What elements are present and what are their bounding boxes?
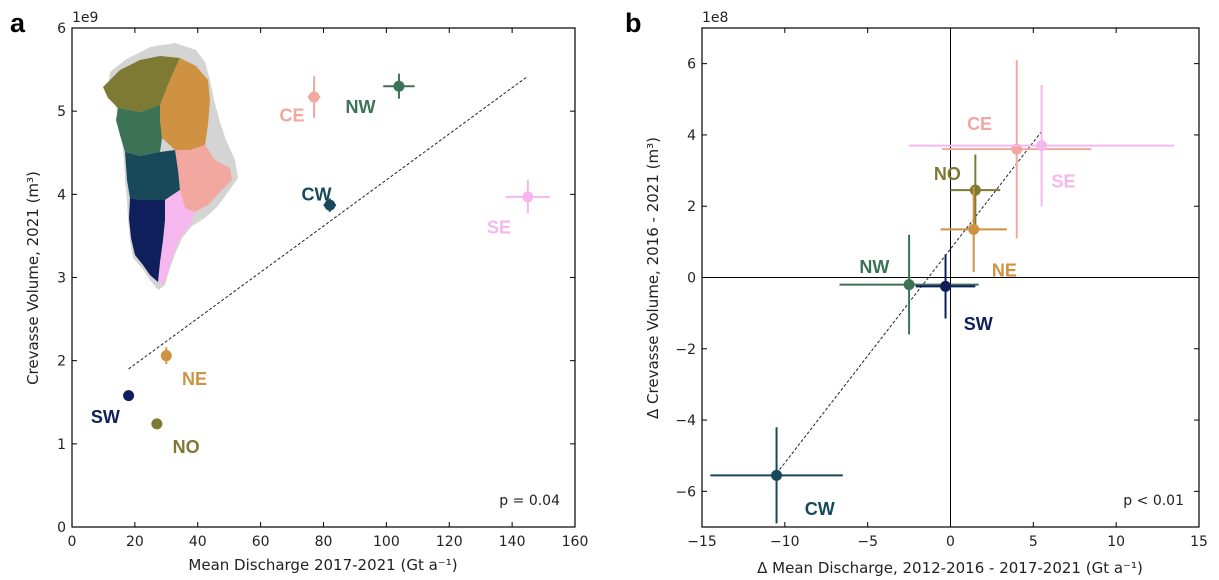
x-tick-label: 60: [252, 534, 270, 550]
x-tick-label: 0: [946, 534, 955, 550]
region-label: NW: [859, 257, 889, 277]
point-marker: [968, 223, 980, 235]
data-point-sw: SW: [915, 254, 993, 334]
x-tick-label: 15: [1190, 534, 1208, 550]
x-tick-label: −10: [770, 534, 800, 550]
x-axis-label: Mean Discharge 2017-2021 (Gt a⁻¹): [188, 556, 457, 574]
y-axis-multiplier: 1e8: [702, 10, 728, 26]
chart-panel-b: −15 −10 −5 0 5 10 15 −6 −4 −2 0 2 4 6 Δ Mean Discharge…: [625, 8, 1208, 577]
y-tick-label: −6: [675, 484, 696, 500]
p-value-annotation: p = 0.04: [499, 493, 560, 509]
x-tick-label: 10: [1107, 534, 1125, 550]
data-point-sw: SW: [91, 390, 135, 427]
y-tick-label: 5: [57, 104, 66, 120]
point-marker: [324, 199, 336, 211]
y-axis-multiplier: 1e9: [72, 10, 98, 26]
y-axis-label: Crevasse Volume, 2021 (m³): [24, 171, 42, 385]
region-label: CE: [279, 105, 304, 125]
region-label: SE: [487, 218, 511, 238]
data-point-se: SE: [487, 180, 550, 238]
region-label: NW: [346, 97, 376, 117]
y-tick-label: −4: [675, 413, 696, 429]
y-tick-label: −2: [675, 342, 696, 358]
data-point-ne: NE: [160, 347, 207, 389]
x-tick-label: 80: [315, 534, 333, 550]
panel-letter: a: [10, 8, 26, 38]
region-label: CW: [805, 499, 835, 519]
region-label: CW: [301, 184, 331, 204]
data-point-cw: CW: [301, 184, 337, 212]
data-point-ce: CE: [942, 60, 1092, 239]
data-point-no: NO: [151, 418, 200, 457]
chart-panel-a: 0 20 40 60 80 100 120 140 160 0 1 2 3 4 5 6 Mean Dischar…: [10, 8, 588, 574]
point-marker: [160, 350, 172, 362]
data-point-nw: NW: [346, 73, 415, 117]
map-region-ne: [160, 58, 210, 150]
region-label: SE: [1052, 171, 1076, 191]
point-marker: [308, 91, 320, 103]
region-label: SW: [91, 407, 120, 427]
data-point-se: SE: [909, 85, 1175, 207]
y-tick-label: 1: [57, 437, 66, 453]
data-point-no: NO: [934, 154, 1001, 226]
y-tick-label: 4: [687, 128, 696, 144]
region-label: SW: [964, 314, 993, 334]
point-marker: [969, 184, 981, 196]
p-value-annotation: p < 0.01: [1123, 493, 1184, 509]
x-tick-label: 140: [499, 534, 526, 550]
map-region-sw: [129, 198, 165, 282]
point-marker: [940, 280, 952, 292]
y-tick-label: 4: [57, 187, 66, 203]
x-tick-label: 160: [562, 534, 589, 550]
greenland-inset-map: [103, 43, 238, 290]
region-label: NO: [934, 164, 961, 184]
x-tick-label: −5: [857, 534, 878, 550]
data-point-ne: NE: [940, 186, 1017, 280]
x-tick-label: 120: [436, 534, 463, 550]
point-marker: [522, 191, 534, 203]
y-tick-label: 2: [57, 354, 66, 370]
point-marker: [151, 418, 163, 430]
y-tick-label: 2: [687, 199, 696, 215]
region-label: CE: [967, 114, 992, 134]
x-axis-label: Δ Mean Discharge, 2012-2016 - 2017-2021 …: [757, 559, 1143, 577]
map-region-ce: [175, 145, 232, 212]
data-point-nw: NW: [839, 234, 979, 335]
point-marker: [903, 279, 915, 291]
data-point-ce: CE: [279, 76, 321, 125]
point-marker: [1036, 140, 1048, 152]
y-tick-label: 6: [687, 57, 696, 73]
region-label: NO: [173, 437, 200, 457]
map-region-cw: [125, 150, 180, 200]
point-marker: [393, 80, 405, 92]
y-axis-label: Δ Crevasse Volume, 2016 - 2021 (m³): [644, 137, 662, 419]
x-tick-label: 40: [189, 534, 207, 550]
y-tick-label: 6: [57, 21, 66, 37]
y-tick-label: 3: [57, 271, 66, 287]
region-label: NE: [992, 260, 1017, 280]
data-point-cw: CW: [710, 427, 843, 524]
point-marker: [771, 469, 783, 481]
map-region-green: [116, 105, 162, 156]
x-tick-label: 5: [1029, 534, 1038, 550]
x-tick-label: −15: [687, 534, 717, 550]
trend-line: [128, 75, 529, 370]
y-tick-label: 0: [687, 271, 696, 287]
region-label: NE: [182, 369, 207, 389]
x-tick-label: 0: [68, 534, 77, 550]
x-tick-label: 100: [373, 534, 400, 550]
y-tick-label: 0: [57, 520, 66, 536]
map-region-se: [158, 190, 195, 285]
panel-letter: b: [625, 8, 642, 38]
point-marker: [123, 390, 135, 402]
x-tick-label: 20: [126, 534, 144, 550]
map-region-nw-no: [103, 56, 180, 112]
